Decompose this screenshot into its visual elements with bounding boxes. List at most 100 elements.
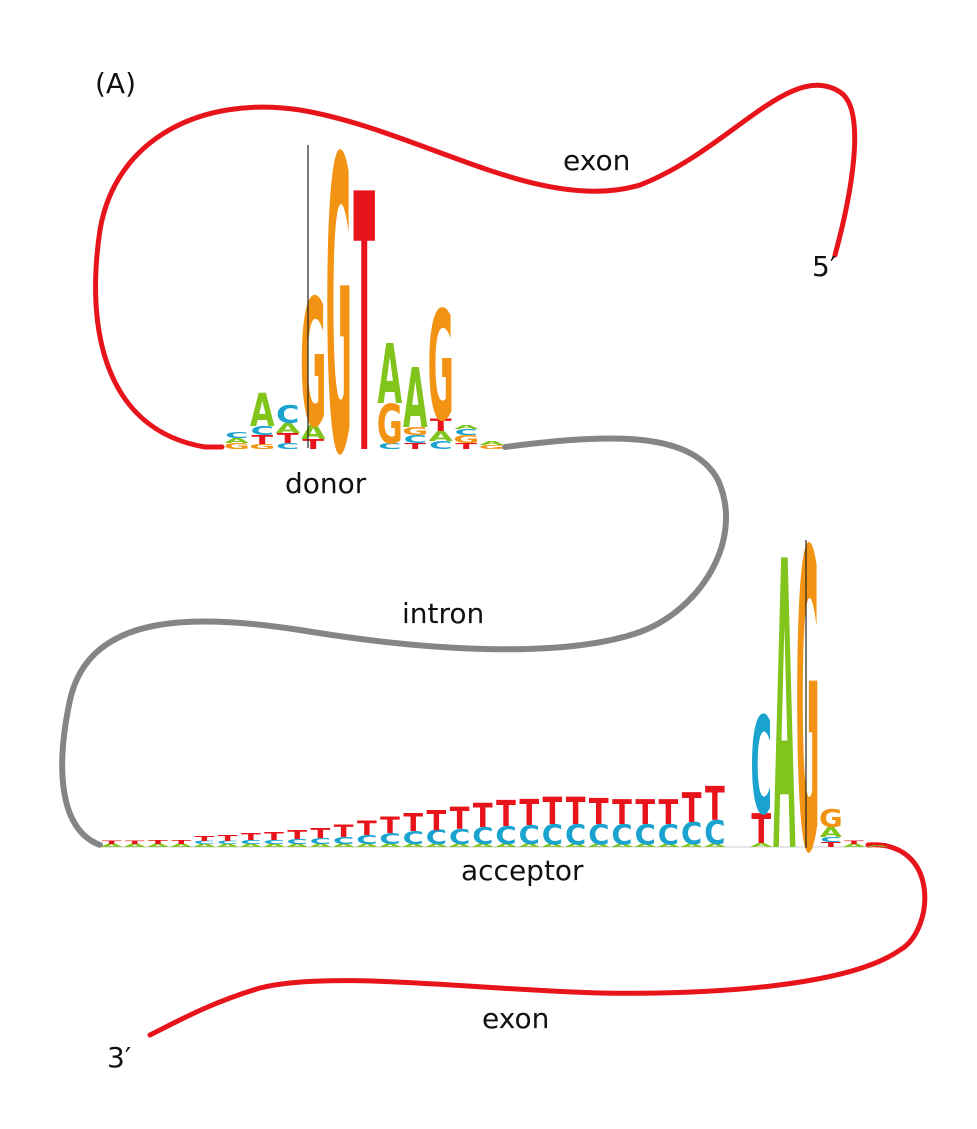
acceptor-letter-C-col22: C xyxy=(588,819,609,851)
donor-letter-C-col10: C xyxy=(455,428,478,438)
acceptor-letter-A-col11: A xyxy=(332,843,354,848)
donor-letter-G-col1: G xyxy=(224,442,250,452)
donor-letter-G-col11: G xyxy=(479,444,505,450)
acceptor-letter-A-col3: A xyxy=(147,843,169,848)
acceptor-letter-C-col24: C xyxy=(635,819,656,851)
acceptor-letter-T-col27: T xyxy=(705,778,725,832)
donor-letter-T-col8: T xyxy=(404,442,426,452)
acceptor-letter-T-col6: T xyxy=(218,834,238,844)
acceptor-letter-T-col17: T xyxy=(473,797,493,835)
acceptor-letter-T-col5: T xyxy=(195,834,216,842)
donor-letter-T-col6: T xyxy=(353,121,375,534)
acceptor-letter-T-col13: T xyxy=(380,813,400,839)
acceptor-letter-C-col12: C xyxy=(356,833,377,847)
acceptor-letter-C-col10: C xyxy=(310,837,331,847)
donor-letter-A-col2: A xyxy=(250,386,275,438)
acceptor-letter-T-col16: T xyxy=(450,801,470,836)
acceptor-letter-C-col17: C xyxy=(472,824,493,851)
acceptor-letter-A-col5: A xyxy=(193,843,215,848)
acceptor-letter-T-col34: T xyxy=(867,842,887,845)
acceptor-letter-A-col18: A xyxy=(495,843,517,848)
donor-letter-C-col8: C xyxy=(404,433,427,446)
acceptor-letter-T-col33: T xyxy=(844,840,864,845)
acceptor-letter-T-col12: T xyxy=(357,817,377,840)
acceptor-letter-T-col18: T xyxy=(496,793,516,835)
acceptor-letter-C-col21: C xyxy=(565,819,586,851)
exon-top-strand xyxy=(93,82,858,450)
acceptor-letter-C-col14: C xyxy=(403,828,424,849)
acceptor-letter-A-col2: A xyxy=(124,843,146,848)
acceptor-sequence-logo: ATATATATACTACTACTACTACTACTACTACTACTACTAC… xyxy=(100,466,888,944)
donor-letter-T-col2: T xyxy=(251,433,273,447)
donor-letter-G-col5: G xyxy=(326,74,352,545)
acceptor-label: acceptor xyxy=(461,854,584,887)
acceptor-letter-A-col21: A xyxy=(564,843,586,848)
acceptor-letter-A-col1: A xyxy=(100,843,122,848)
acceptor-letter-A-col20: A xyxy=(541,843,563,848)
acceptor-letter-T-col3: T xyxy=(148,839,169,845)
acceptor-letter-A-col6: A xyxy=(216,843,238,848)
acceptor-letter-T-col20: T xyxy=(543,789,563,832)
five-prime-label: 5′ xyxy=(812,250,836,283)
acceptor-letter-T-col32: T xyxy=(821,840,842,848)
acceptor-letter-T-col24: T xyxy=(635,794,655,833)
acceptor-letter-A-col14: A xyxy=(402,843,424,848)
donor-letter-G-col2: G xyxy=(249,443,275,451)
donor-letter-A-col11: A xyxy=(479,440,504,446)
donor-letter-G-col4: G xyxy=(300,262,326,467)
donor-letter-A-col3: A xyxy=(275,420,300,436)
acceptor-letter-C-col23: C xyxy=(611,819,632,851)
acceptor-letter-T-col7: T xyxy=(241,832,261,843)
acceptor-letter-A-col15: A xyxy=(425,843,447,848)
acceptor-letter-A-col32: A xyxy=(820,825,843,841)
donor-letter-A-col8: A xyxy=(403,350,428,446)
panel-label: (A) xyxy=(95,67,136,100)
acceptor-letter-A-col12: A xyxy=(356,843,378,848)
acceptor-letter-A-col19: A xyxy=(518,843,540,848)
acceptor-letter-C-col29: C xyxy=(751,689,772,845)
acceptor-letter-A-col23: A xyxy=(611,843,633,848)
acceptor-letter-A-col7: A xyxy=(240,843,262,848)
intron-strand xyxy=(59,435,730,848)
acceptor-letter-T-col8: T xyxy=(264,830,284,843)
donor-letter-G-col9: G xyxy=(428,279,454,455)
three-prime-label: 3′ xyxy=(107,1041,131,1074)
acceptor-letter-C-col26: C xyxy=(681,816,702,851)
acceptor-letter-G-col32: G xyxy=(819,805,843,833)
intron-label: intron xyxy=(402,597,484,630)
exon-bottom-label: exon xyxy=(482,1002,549,1035)
acceptor-letter-T-col11: T xyxy=(334,822,354,842)
acceptor-letter-T-col19: T xyxy=(519,792,539,834)
acceptor-letter-T-col15: T xyxy=(427,805,448,837)
donor-letter-A-col10: A xyxy=(454,424,479,430)
acceptor-letter-C-col13: C xyxy=(379,831,400,848)
donor-letter-G-col10: G xyxy=(453,433,479,446)
donor-letter-C-col7: C xyxy=(378,442,401,452)
acceptor-letter-T-col10: T xyxy=(311,826,331,842)
acceptor-letter-A-col26: A xyxy=(680,843,702,848)
acceptor-letter-A-col4: A xyxy=(170,843,192,848)
acceptor-letter-C-col6: C xyxy=(217,840,238,845)
acceptor-letter-A-col33: A xyxy=(843,843,865,848)
acceptor-letter-C-col18: C xyxy=(495,822,516,850)
acceptor-letter-C-col5: C xyxy=(194,840,215,845)
donor-letter-A-col7: A xyxy=(377,326,402,422)
acceptor-letter-T-col2: T xyxy=(125,840,145,845)
acceptor-letter-C-col11: C xyxy=(333,836,354,847)
acceptor-letter-A-col9: A xyxy=(286,843,308,848)
acceptor-letter-C-col19: C xyxy=(519,820,540,850)
acceptor-letter-C-col32: C xyxy=(820,835,841,843)
donor-letter-G-col7: G xyxy=(377,392,403,457)
acceptor-letter-G-col31: G xyxy=(796,466,820,944)
acceptor-letter-T-col22: T xyxy=(589,791,609,833)
acceptor-letter-A-col17: A xyxy=(472,843,494,848)
donor-letter-C-col2: C xyxy=(251,424,274,438)
exon-bottom-strand xyxy=(147,842,928,1038)
acceptor-letter-A-col34: A xyxy=(866,844,889,847)
acceptor-letter-T-col23: T xyxy=(612,794,632,833)
donor-letter-C-col3: C xyxy=(276,442,299,452)
acceptor-letter-C-col15: C xyxy=(426,826,447,849)
acceptor-letter-T-col21: T xyxy=(566,789,586,832)
